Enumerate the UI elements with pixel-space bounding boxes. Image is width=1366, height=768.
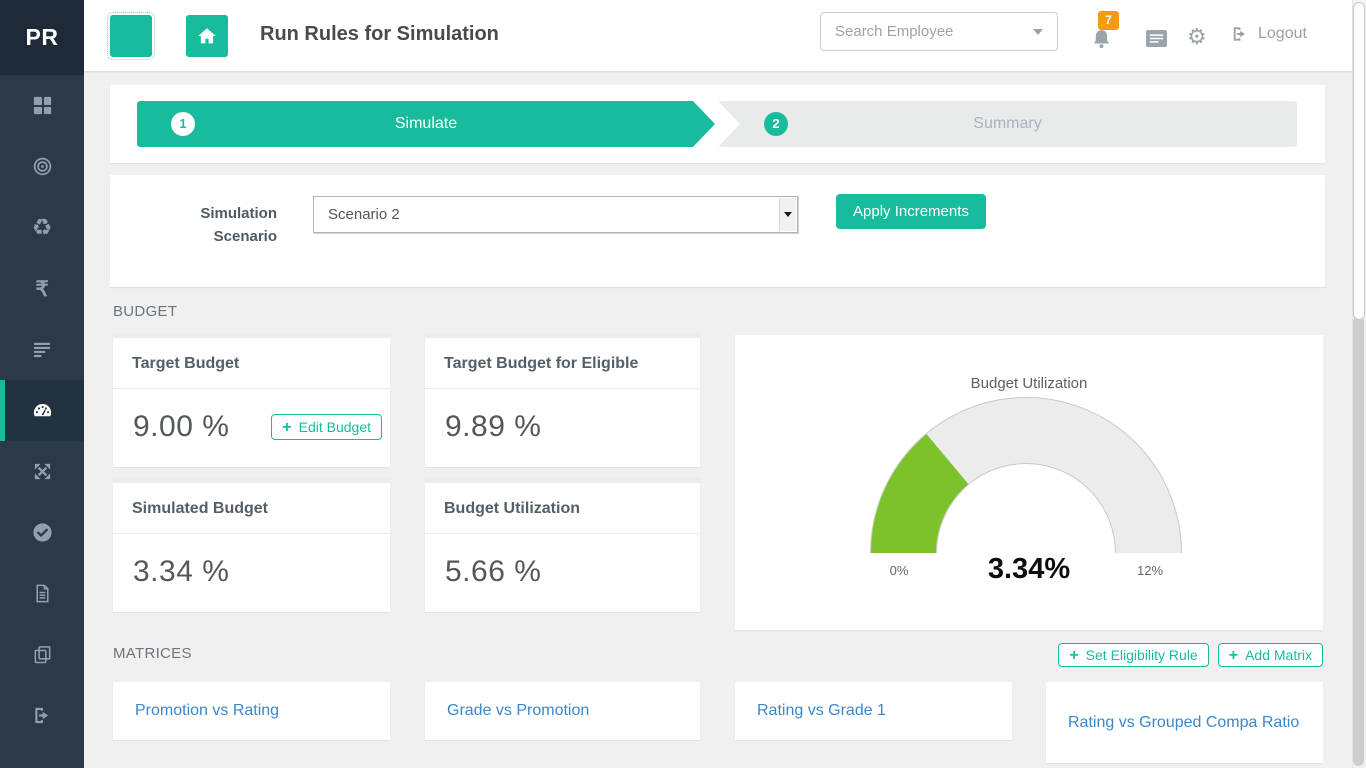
sidebar-item-exit[interactable] — [0, 685, 84, 746]
gauge-max-label: 12% — [1136, 563, 1164, 578]
gauge-title: Budget Utilization — [970, 375, 1088, 392]
card-value: 9.00 % — [133, 410, 230, 443]
notification-badge[interactable]: 7 — [1098, 11, 1119, 30]
expand-arrows-icon — [34, 463, 50, 480]
matrix-card: Grade vs Promotion — [425, 682, 700, 740]
wizard-step-simulate[interactable]: 1 Simulate — [137, 101, 715, 147]
scrollbar-track-lower[interactable] — [1353, 316, 1364, 766]
scenario-select[interactable]: Scenario 2 — [313, 196, 798, 233]
matrix-card: Promotion vs Rating — [113, 682, 390, 740]
matrices-actions: Set Eligibility Rule Add Matrix — [1058, 643, 1323, 667]
step-number-badge: 2 — [764, 112, 788, 136]
rupee-icon — [35, 277, 48, 300]
matrix-link-grade-vs-promotion[interactable]: Grade vs Promotion — [447, 702, 590, 719]
plus-icon — [282, 419, 291, 436]
matrix-card: Rating vs Grade 1 — [735, 682, 1012, 740]
add-matrix-label: Add Matrix — [1245, 647, 1312, 663]
chevron-down-icon — [779, 198, 796, 231]
home-icon — [198, 28, 216, 44]
edit-budget-label: Edit Budget — [298, 419, 371, 435]
document-icon — [35, 584, 49, 603]
wizard-steps-card: 1 Simulate 2 Summary — [110, 85, 1325, 163]
step-number-badge: 1 — [171, 112, 195, 136]
menu-button[interactable] — [107, 12, 155, 60]
budget-utilization-gauge-card: Budget Utilization 0% 12% 3.34% — [735, 335, 1323, 630]
bell-icon[interactable] — [1089, 27, 1114, 52]
gauge-icon — [33, 403, 51, 417]
card-title: Simulated Budget — [113, 483, 390, 534]
app-logo[interactable]: PR — [0, 0, 84, 75]
sidebar-item-reports[interactable] — [0, 563, 84, 624]
gauge-chart — [870, 397, 1182, 554]
budget-section-title: BUDGET — [113, 303, 178, 320]
target-budget-eligible-card: Target Budget for Eligible 9.89 % — [425, 333, 700, 467]
gauge-fill-arc — [871, 398, 1181, 554]
sign-out-icon — [34, 707, 48, 724]
matrix-card: Rating vs Grouped Compa Ratio — [1046, 682, 1323, 763]
target-budget-card: Target Budget 9.00 % Edit Budget — [113, 333, 390, 467]
gauge-min-label: 0% — [889, 563, 909, 578]
card-title: Budget Utilization — [425, 483, 700, 534]
scenario-selected-option: Scenario 2 — [328, 206, 400, 223]
sidebar-item-cycle[interactable] — [0, 197, 84, 258]
bullseye-icon — [33, 157, 51, 176]
matrix-link-rating-vs-grouped-compa-ratio[interactable]: Rating vs Grouped Compa Ratio — [1068, 713, 1300, 731]
sidebar-item-compensation[interactable] — [0, 258, 84, 319]
matrix-link-rating-vs-grade-1[interactable]: Rating vs Grade 1 — [757, 702, 886, 719]
card-value: 3.34 % — [133, 555, 230, 588]
grid-icon — [33, 96, 51, 115]
card-value: 5.66 % — [445, 555, 542, 588]
employee-search-select[interactable]: Search Employee — [820, 12, 1058, 51]
matrix-link-promotion-vs-rating[interactable]: Promotion vs Rating — [135, 702, 280, 719]
search-placeholder: Search Employee — [835, 23, 954, 40]
copy-icon — [34, 646, 50, 664]
edit-budget-button[interactable]: Edit Budget — [271, 414, 382, 440]
step-label: Simulate — [394, 115, 458, 132]
recycle-icon — [32, 216, 53, 239]
apply-increments-button[interactable]: Apply Increments — [836, 194, 986, 229]
logout-button[interactable]: Logout — [1230, 24, 1307, 44]
sidebar-item-simulation[interactable] — [0, 380, 84, 441]
sidebar-item-rules[interactable] — [0, 319, 84, 380]
sidebar-item-approvals[interactable] — [0, 502, 84, 563]
gauge-value-label: 3.34% — [987, 553, 1071, 585]
top-header: Run Rules for Simulation Search Employee… — [84, 0, 1352, 71]
chevron-down-icon — [1033, 28, 1043, 35]
set-eligibility-rule-button[interactable]: Set Eligibility Rule — [1058, 643, 1209, 667]
home-button[interactable] — [186, 15, 228, 57]
card-value: 9.89 % — [445, 410, 542, 443]
set-eligibility-rule-label: Set Eligibility Rule — [1085, 647, 1198, 663]
align-list-icon — [33, 342, 50, 358]
add-matrix-button[interactable]: Add Matrix — [1217, 643, 1323, 667]
scenario-label: Simulation Scenario — [200, 205, 277, 245]
step-label: Summary — [973, 115, 1042, 132]
sidebar-item-targets[interactable] — [0, 136, 84, 197]
sidebar-item-dashboard[interactable] — [0, 75, 84, 136]
gear-icon[interactable] — [1187, 26, 1207, 48]
sidebar-item-letters[interactable] — [0, 624, 84, 685]
check-circle-icon — [32, 523, 52, 542]
plus-icon — [1069, 647, 1078, 664]
matrices-section-title: MATRICES — [113, 645, 192, 662]
simulated-budget-card: Simulated Budget 3.34 % — [113, 478, 390, 612]
budget-utilization-card: Budget Utilization 5.66 % — [425, 478, 700, 612]
page-title: Run Rules for Simulation — [260, 23, 499, 45]
card-title: Target Budget — [113, 338, 390, 389]
wizard-step-summary[interactable]: 2 Summary — [718, 101, 1297, 147]
sign-out-icon — [1233, 27, 1245, 41]
sidebar-item-mapping[interactable] — [0, 441, 84, 502]
logout-label: Logout — [1258, 25, 1307, 42]
sidebar: PR — [0, 0, 84, 768]
scenario-card: Simulation Scenario Scenario 2 Apply Inc… — [110, 175, 1325, 287]
plus-icon — [1229, 647, 1238, 664]
scrollbar-thumb[interactable] — [1352, 2, 1365, 320]
card-title: Target Budget for Eligible — [425, 338, 700, 389]
list-card-icon[interactable] — [1145, 29, 1168, 48]
